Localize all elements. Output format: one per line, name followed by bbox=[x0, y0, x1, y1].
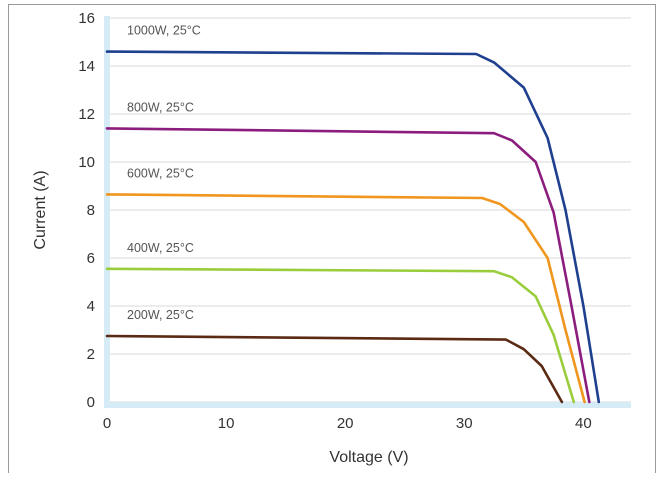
chart-frame: 0 2 4 6 8 10 12 14 16 0 10 20 30 40 1000W, 25°C 800W,… bbox=[8, 4, 656, 473]
series-line bbox=[105, 334, 564, 404]
y-tick-label: 12 bbox=[78, 106, 95, 123]
x-tick-label: 20 bbox=[337, 415, 354, 432]
x-tick-label: 0 bbox=[103, 415, 111, 432]
iv-curve-chart: 0 2 4 6 8 10 12 14 16 0 10 20 30 40 1000W, 25°C 800W,… bbox=[32, 10, 631, 466]
series-line bbox=[105, 127, 591, 404]
y-tick-label: 16 bbox=[78, 10, 95, 27]
y-tick-label: 6 bbox=[87, 250, 95, 267]
x-axis-label: Voltage (V) bbox=[329, 449, 408, 466]
series-lines bbox=[105, 50, 601, 404]
series-label: 200W, 25°C bbox=[127, 308, 194, 322]
series-line bbox=[105, 193, 586, 404]
y-tick-label: 2 bbox=[87, 346, 95, 363]
y-tick-labels: 0 2 4 6 8 10 12 14 16 bbox=[78, 10, 95, 411]
series-label: 600W, 25°C bbox=[127, 166, 194, 180]
y-tick-label: 4 bbox=[87, 298, 95, 315]
series-label: 800W, 25°C bbox=[127, 100, 194, 114]
y-axis-label: Current (A) bbox=[32, 170, 49, 249]
series-label: 1000W, 25°C bbox=[127, 24, 201, 38]
series-line bbox=[105, 50, 601, 404]
x-tick-label: 40 bbox=[575, 415, 592, 432]
x-axis-band bbox=[104, 402, 631, 408]
x-tick-label: 30 bbox=[456, 415, 473, 432]
series-labels: 1000W, 25°C 800W, 25°C 600W, 25°C 400W, 25°… bbox=[127, 24, 201, 322]
gridlines bbox=[107, 17, 631, 403]
x-tick-labels: 0 10 20 30 40 bbox=[103, 415, 592, 432]
series-line bbox=[105, 267, 576, 404]
y-tick-label: 0 bbox=[87, 394, 95, 411]
y-tick-label: 8 bbox=[87, 202, 95, 219]
series-label: 400W, 25°C bbox=[127, 241, 194, 255]
y-axis-band bbox=[104, 16, 110, 406]
x-tick-label: 10 bbox=[218, 415, 235, 432]
y-tick-label: 14 bbox=[78, 58, 95, 75]
y-tick-label: 10 bbox=[78, 154, 95, 171]
